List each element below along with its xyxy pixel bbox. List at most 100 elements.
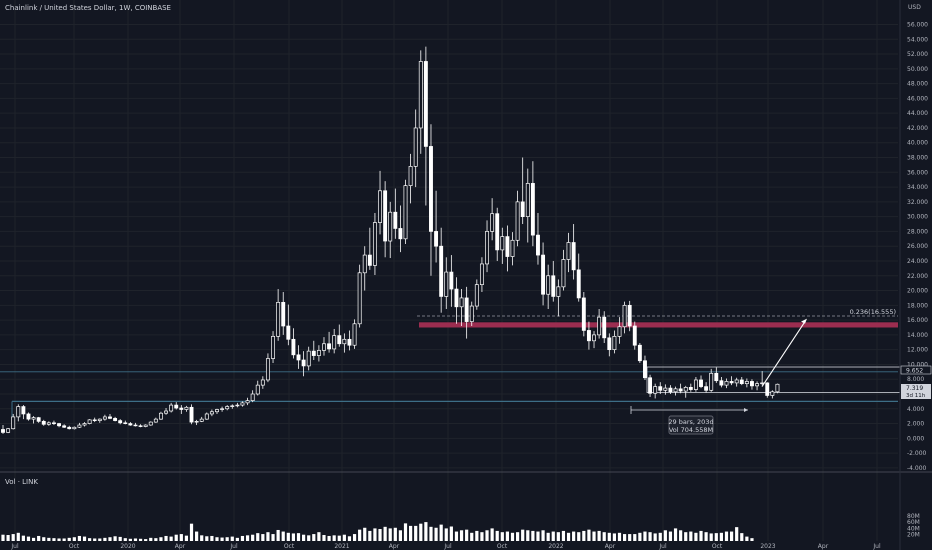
candle-body-up	[388, 211, 393, 242]
volume-bar	[113, 536, 117, 541]
candle-body-up	[734, 379, 739, 384]
candle-body-up	[240, 402, 245, 406]
candle-body-up	[485, 231, 489, 265]
candle	[775, 383, 780, 394]
candle	[765, 382, 770, 398]
candle-body-up	[306, 350, 311, 367]
candle	[586, 321, 591, 350]
volume-bar	[668, 531, 673, 541]
volume-bar	[653, 533, 657, 541]
candle	[77, 422, 82, 428]
candle	[21, 405, 26, 420]
candle-body-up	[158, 412, 163, 420]
candle-body-down	[699, 379, 703, 387]
volume-bar	[398, 530, 403, 541]
candle-body-up	[459, 297, 464, 308]
volume-bar	[108, 537, 112, 541]
candle-body-up	[693, 379, 698, 390]
volume-bar	[200, 535, 204, 541]
volume-bar	[724, 531, 729, 541]
time-tick-label: 2021	[334, 543, 349, 550]
candle-body-down	[765, 382, 770, 396]
candle	[444, 257, 449, 310]
volume-bar	[673, 528, 678, 541]
candle	[316, 345, 321, 362]
candle-body-down	[434, 231, 439, 247]
candle-body-up	[663, 387, 668, 391]
candle-body-down	[571, 242, 576, 271]
date-range-measure-box[interactable]	[668, 415, 714, 435]
candle-body-down	[189, 406, 194, 423]
volume-bar	[358, 529, 362, 541]
volume-bar	[138, 538, 143, 541]
candle	[688, 383, 693, 392]
candle-body-down	[296, 354, 301, 361]
candle	[479, 257, 484, 293]
candle	[271, 331, 275, 363]
candle-body-down	[62, 425, 67, 428]
candle	[16, 404, 21, 422]
candle-body-down	[750, 381, 754, 387]
volume-bar	[633, 534, 637, 541]
candle	[347, 330, 352, 351]
volume-bar	[556, 532, 560, 541]
candle	[734, 377, 739, 387]
candle-body-up	[143, 424, 148, 427]
price-tick-label: 42.000	[907, 125, 928, 132]
candle	[199, 416, 204, 423]
time-tick-label: Oct	[284, 543, 295, 550]
candle	[525, 168, 530, 243]
volume-bar	[210, 535, 214, 541]
candle	[26, 412, 31, 421]
volume-bar	[144, 539, 148, 541]
projection-arrow[interactable]	[761, 321, 806, 387]
candle	[729, 376, 734, 386]
candle-body-down	[729, 381, 734, 384]
candle-body-up	[245, 400, 250, 404]
candle	[286, 304, 291, 346]
candle-body-down	[607, 337, 612, 351]
candle-body-up	[235, 404, 240, 407]
volume-bar	[245, 535, 250, 541]
volume-bar	[133, 538, 138, 541]
volume-bar	[526, 530, 530, 541]
candle	[597, 309, 602, 339]
time-axis[interactable]: Jul Oct 2020 Apr Jul Oct 2021 Apr Jul Oct 2022 Apr J…	[10, 543, 881, 550]
candle	[653, 383, 658, 399]
candle	[617, 317, 622, 344]
candle	[693, 377, 698, 392]
volume-bar	[77, 535, 82, 541]
candle	[245, 397, 250, 406]
volume-bar	[383, 526, 387, 541]
candle-body-up	[556, 286, 561, 297]
candle-body-up	[770, 391, 775, 396]
candle	[495, 207, 500, 261]
time-tick-label: Jul	[658, 543, 667, 550]
volume-bar	[602, 532, 606, 541]
volume-bar	[72, 537, 76, 541]
volume-bar	[67, 537, 71, 541]
volume-bar	[531, 530, 535, 541]
candle	[612, 330, 617, 354]
candle-body-down	[586, 330, 591, 342]
candle	[719, 377, 724, 388]
volume-tick-label: 60M	[907, 519, 920, 526]
candle-body-up	[760, 382, 765, 385]
candle-body-down	[704, 386, 709, 391]
candle	[474, 279, 479, 310]
volume-bar	[658, 532, 662, 541]
candle	[215, 408, 219, 414]
candle	[755, 381, 760, 391]
volume-bar	[286, 532, 290, 541]
support-band[interactable]	[419, 322, 898, 328]
candle	[622, 301, 627, 334]
candle-body-down	[541, 254, 546, 295]
candle-body-down	[714, 372, 719, 382]
resistance-price-tag	[900, 365, 932, 375]
currency-label: USD	[908, 4, 921, 11]
candle-body-up	[525, 183, 530, 217]
candle-body-up	[515, 201, 520, 241]
candle	[306, 346, 311, 371]
